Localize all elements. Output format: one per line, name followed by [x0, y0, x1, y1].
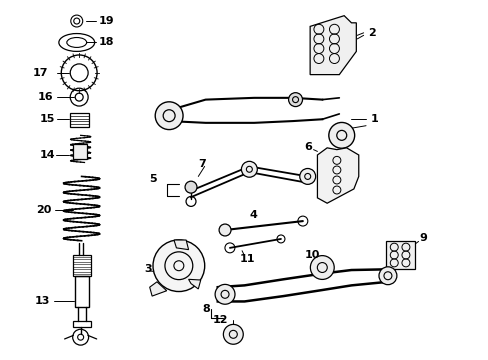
Circle shape	[155, 102, 183, 130]
Circle shape	[378, 267, 396, 285]
Circle shape	[219, 224, 230, 236]
Circle shape	[288, 93, 302, 107]
Text: 9: 9	[419, 233, 427, 243]
Text: 20: 20	[36, 205, 52, 215]
Text: 8: 8	[203, 303, 210, 314]
Text: 19: 19	[99, 16, 114, 26]
Polygon shape	[188, 279, 201, 289]
Circle shape	[241, 161, 257, 177]
Bar	[70, 113, 89, 127]
Circle shape	[184, 181, 197, 193]
Text: 14: 14	[39, 150, 55, 160]
Bar	[73, 321, 91, 327]
Text: 1: 1	[370, 114, 378, 124]
Bar	[75, 276, 89, 307]
Polygon shape	[317, 148, 358, 203]
Text: 5: 5	[149, 174, 157, 184]
Polygon shape	[174, 240, 188, 249]
Bar	[73, 144, 87, 158]
Circle shape	[223, 324, 243, 344]
Text: 2: 2	[368, 28, 375, 38]
Bar	[385, 241, 414, 269]
Circle shape	[299, 168, 315, 184]
Text: 6: 6	[304, 142, 312, 152]
Text: 7: 7	[198, 159, 205, 169]
Text: 18: 18	[99, 37, 114, 48]
Text: 4: 4	[249, 210, 257, 220]
Text: 11: 11	[239, 253, 255, 264]
Text: 12: 12	[212, 315, 228, 325]
Circle shape	[215, 284, 235, 304]
Text: 13: 13	[34, 296, 50, 306]
Text: 15: 15	[39, 113, 55, 123]
Text: 10: 10	[304, 250, 320, 260]
Circle shape	[153, 240, 204, 292]
Text: 3: 3	[143, 264, 151, 274]
Circle shape	[328, 122, 354, 148]
Bar	[73, 255, 91, 276]
Circle shape	[310, 256, 333, 279]
Polygon shape	[149, 282, 166, 296]
Text: 16: 16	[38, 92, 53, 102]
Text: 17: 17	[33, 68, 48, 78]
Polygon shape	[309, 16, 356, 75]
